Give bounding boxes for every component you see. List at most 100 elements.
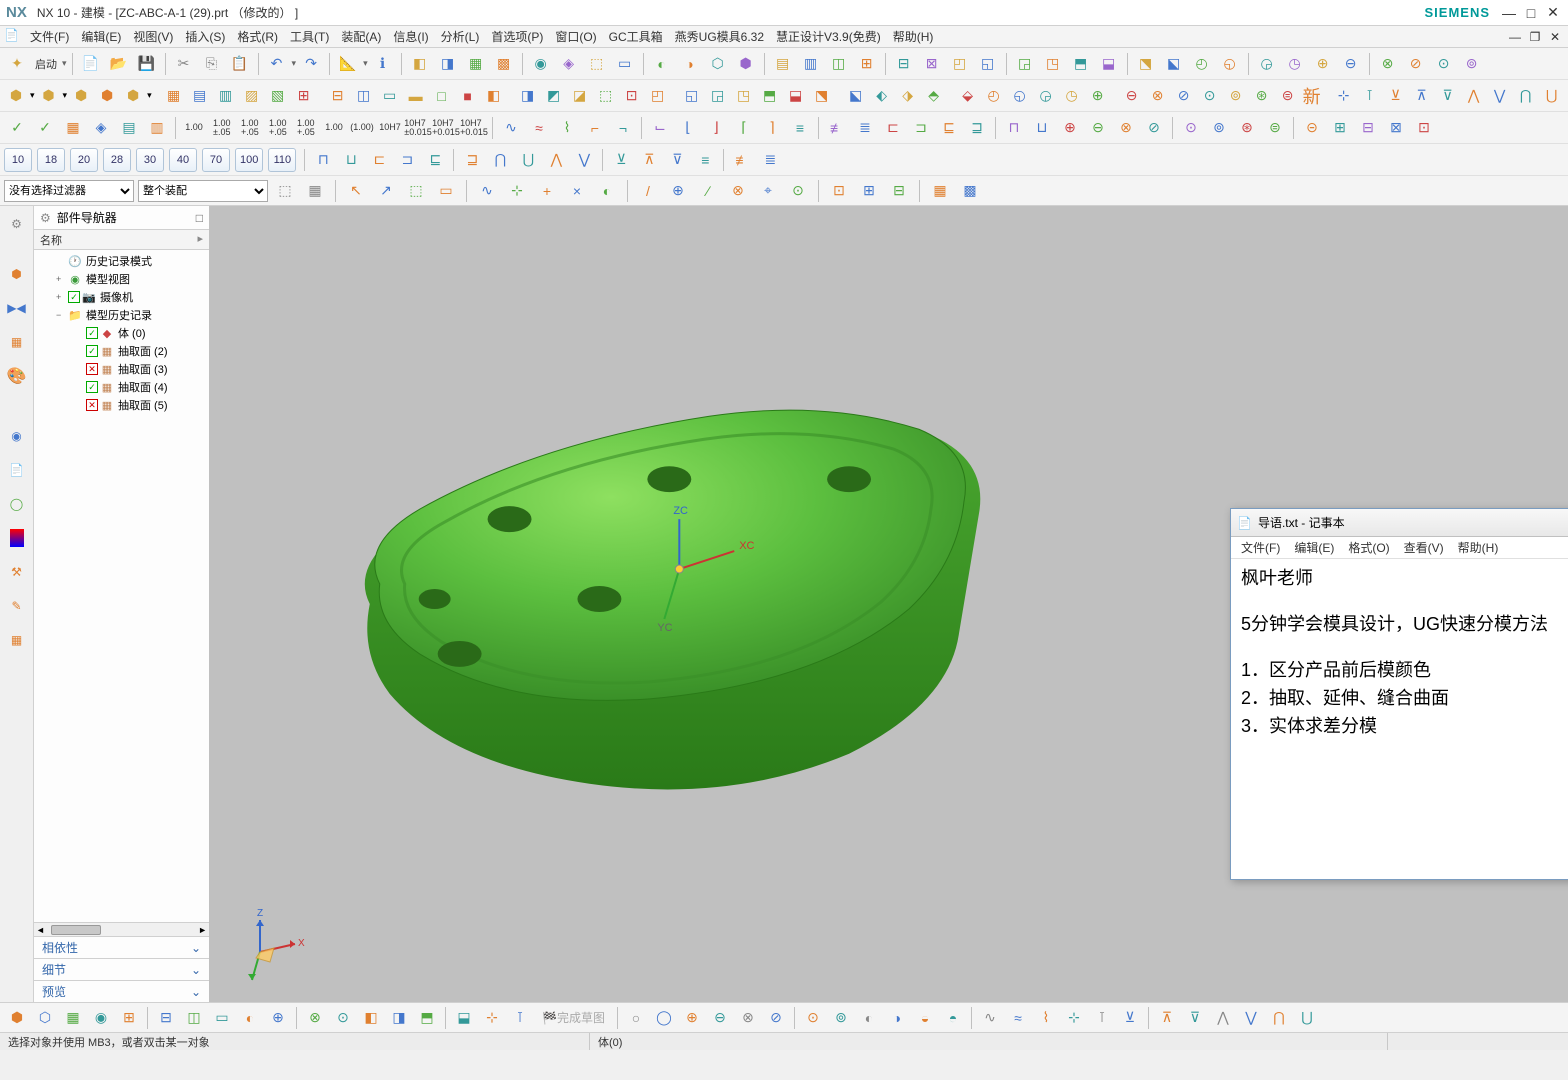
lb-2[interactable]: ▶◀ <box>3 294 31 322</box>
menu-info[interactable]: 信息(I) <box>387 26 434 47</box>
tb3-dim-8[interactable]: 10H7 ±0.015 <box>405 115 431 141</box>
menu-help[interactable]: 帮助(H) <box>887 26 940 47</box>
num-2[interactable]: 20 <box>70 148 98 172</box>
tb2-end-2[interactable]: ⊻ <box>1384 83 1408 109</box>
undo-button[interactable]: ↶ <box>264 51 290 77</box>
tb1-btn-25[interactable]: ⬕ <box>1161 51 1187 77</box>
fr-btn-17[interactable]: ⊟ <box>886 178 912 204</box>
bb-btn-10[interactable]: ⊗ <box>302 1005 328 1031</box>
tb3-b4[interactable]: ◈ <box>88 115 114 141</box>
tb3-dim-3[interactable]: 1.00 +.05 <box>265 115 291 141</box>
tb4-btn-8[interactable]: ⋀ <box>543 147 569 173</box>
tb1-btn-32[interactable]: ⊗ <box>1375 51 1401 77</box>
tb3-dim-10[interactable]: 10H7 +0.015 <box>461 115 487 141</box>
bb-btn-1[interactable]: ⬡ <box>32 1005 58 1031</box>
tb2-btn-20[interactable]: ◲ <box>706 83 730 109</box>
tb2-btn-33[interactable]: ◷ <box>1060 83 1084 109</box>
tb2-btn-12[interactable]: ◧ <box>482 83 506 109</box>
menu-gc[interactable]: GC工具箱 <box>603 26 669 47</box>
tb4-btn-11[interactable]: ⊼ <box>636 147 662 173</box>
lb-6[interactable]: 📄 <box>3 456 31 484</box>
bb-btn2-13[interactable]: ≈ <box>1005 1005 1031 1031</box>
bb-btn-15[interactable]: ⬓ <box>451 1005 477 1031</box>
lb-3[interactable]: ▦ <box>3 328 31 356</box>
tb1-btn-10[interactable]: ⬡ <box>705 51 731 77</box>
tb1-btn-19[interactable]: ◱ <box>975 51 1001 77</box>
tb1-btn-11[interactable]: ⬢ <box>733 51 759 77</box>
tb2-btn-41[interactable]: ⊜ <box>1276 83 1300 109</box>
fr-btn-15[interactable]: ⊡ <box>826 178 852 204</box>
nav-section-detail[interactable]: 细节⌄ <box>34 958 209 980</box>
tb2-btn-11[interactable]: ■ <box>456 83 480 109</box>
tb2-end-0[interactable]: ⊹ <box>1332 83 1356 109</box>
nav-tree[interactable]: 🕐历史记录模式+◉模型视图+✓📷摄像机−📁模型历史记录✓◆体 (0)✓▦抽取面 … <box>34 250 209 922</box>
tb1-btn-18[interactable]: ◰ <box>947 51 973 77</box>
bb-btn2-17[interactable]: ⊻ <box>1117 1005 1143 1031</box>
menu-view[interactable]: 视图(V) <box>127 26 179 47</box>
menu-edit[interactable]: 编辑(E) <box>75 26 127 47</box>
tb2-btn-17[interactable]: ⊡ <box>620 83 644 109</box>
fr-btn-9[interactable]: / <box>635 178 661 204</box>
notepad-titlebar[interactable]: 📄 导语.txt - 记事本 — □ ✕ <box>1231 509 1568 537</box>
nav-scrollbar[interactable]: ◄ ► <box>34 922 209 936</box>
tb1-btn-0[interactable]: ◧ <box>407 51 433 77</box>
bb-btn2-18[interactable]: ⊼ <box>1154 1005 1180 1031</box>
lb-4[interactable]: 🎨 <box>3 362 31 390</box>
tb2-new[interactable]: 新 <box>1302 83 1322 109</box>
tb3-btn-16[interactable]: ⊒ <box>964 115 990 141</box>
bb-btn-17[interactable]: ⊺ <box>507 1005 533 1031</box>
minimize-button[interactable]: — <box>1500 5 1518 21</box>
tb3-btn-6[interactable]: ⌊ <box>675 115 701 141</box>
tb3-b3[interactable]: ▦ <box>60 115 86 141</box>
tree-item-7[interactable]: ✓▦抽取面 (4) <box>34 378 209 396</box>
tb2-btn-37[interactable]: ⊘ <box>1172 83 1196 109</box>
tb1-btn-16[interactable]: ⊟ <box>891 51 917 77</box>
np-menu-view[interactable]: 查看(V) <box>1398 537 1450 558</box>
tree-item-1[interactable]: +◉模型视图 <box>34 270 209 288</box>
start-button[interactable]: ✦ <box>4 51 30 77</box>
tb1-btn-24[interactable]: ⬔ <box>1133 51 1159 77</box>
lb-7[interactable]: ◯ <box>3 490 31 518</box>
tb3-btn-15[interactable]: ⊑ <box>936 115 962 141</box>
tb2-btn-25[interactable]: ⬕ <box>844 83 868 109</box>
tb2-btn-23[interactable]: ⬓ <box>784 83 808 109</box>
tb1-btn-4[interactable]: ◉ <box>528 51 554 77</box>
num-4[interactable]: 30 <box>136 148 164 172</box>
tb2-btn-6[interactable]: ⊟ <box>326 83 350 109</box>
tb3-b2[interactable]: ✓ <box>32 115 58 141</box>
tb3-dim-7[interactable]: 10H7 <box>377 115 403 141</box>
fr-b1[interactable]: ⬚ <box>272 178 298 204</box>
fr-btn-0[interactable]: ↖ <box>343 178 369 204</box>
tb3-btn-19[interactable]: ⊕ <box>1057 115 1083 141</box>
tb3-btn-22[interactable]: ⊘ <box>1141 115 1167 141</box>
fr-btn-11[interactable]: ∕ <box>695 178 721 204</box>
tb2-btn-9[interactable]: ▬ <box>404 83 428 109</box>
tb2-end-3[interactable]: ⊼ <box>1410 83 1434 109</box>
child-minimize[interactable]: — <box>1506 29 1524 45</box>
bb-btn2-7[interactable]: ⊚ <box>828 1005 854 1031</box>
bb-btn-8[interactable]: ◐ <box>237 1005 263 1031</box>
tb1-btn-23[interactable]: ⬓ <box>1096 51 1122 77</box>
copy-button[interactable]: ⎘ <box>199 51 225 77</box>
view-triad[interactable]: X Y Z <box>230 902 310 982</box>
tb1-btn-29[interactable]: ◷ <box>1282 51 1308 77</box>
menu-yanxiu[interactable]: 燕秀UG模具6.32 <box>669 26 770 47</box>
bb-btn2-2[interactable]: ⊕ <box>679 1005 705 1031</box>
tb3-btn-17[interactable]: ⊓ <box>1001 115 1027 141</box>
bb-btn-7[interactable]: ▭ <box>209 1005 235 1031</box>
tree-item-2[interactable]: +✓📷摄像机 <box>34 288 209 306</box>
tb3-btn-27[interactable]: ⊝ <box>1299 115 1325 141</box>
tb3-dim-4[interactable]: 1.00 +.05 <box>293 115 319 141</box>
tb2-end-6[interactable]: ⋁ <box>1488 83 1512 109</box>
tb3-btn-26[interactable]: ⊜ <box>1262 115 1288 141</box>
tb2-btn-30[interactable]: ◴ <box>982 83 1006 109</box>
fr-btn-16[interactable]: ⊞ <box>856 178 882 204</box>
tb1-btn-2[interactable]: ▦ <box>463 51 489 77</box>
tb3-btn-28[interactable]: ⊞ <box>1327 115 1353 141</box>
bb-btn-12[interactable]: ◧ <box>358 1005 384 1031</box>
tb2-btn-10[interactable]: □ <box>430 83 454 109</box>
tb4-btn-6[interactable]: ⋂ <box>487 147 513 173</box>
notepad-body[interactable]: 枫叶老师 5分钟学会模具设计，UG快速分模方法 1．区分产品前后模颜色 2．抽取… <box>1231 559 1568 879</box>
tb2-end-4[interactable]: ⊽ <box>1436 83 1460 109</box>
bb-btn2-22[interactable]: ⋂ <box>1266 1005 1292 1031</box>
